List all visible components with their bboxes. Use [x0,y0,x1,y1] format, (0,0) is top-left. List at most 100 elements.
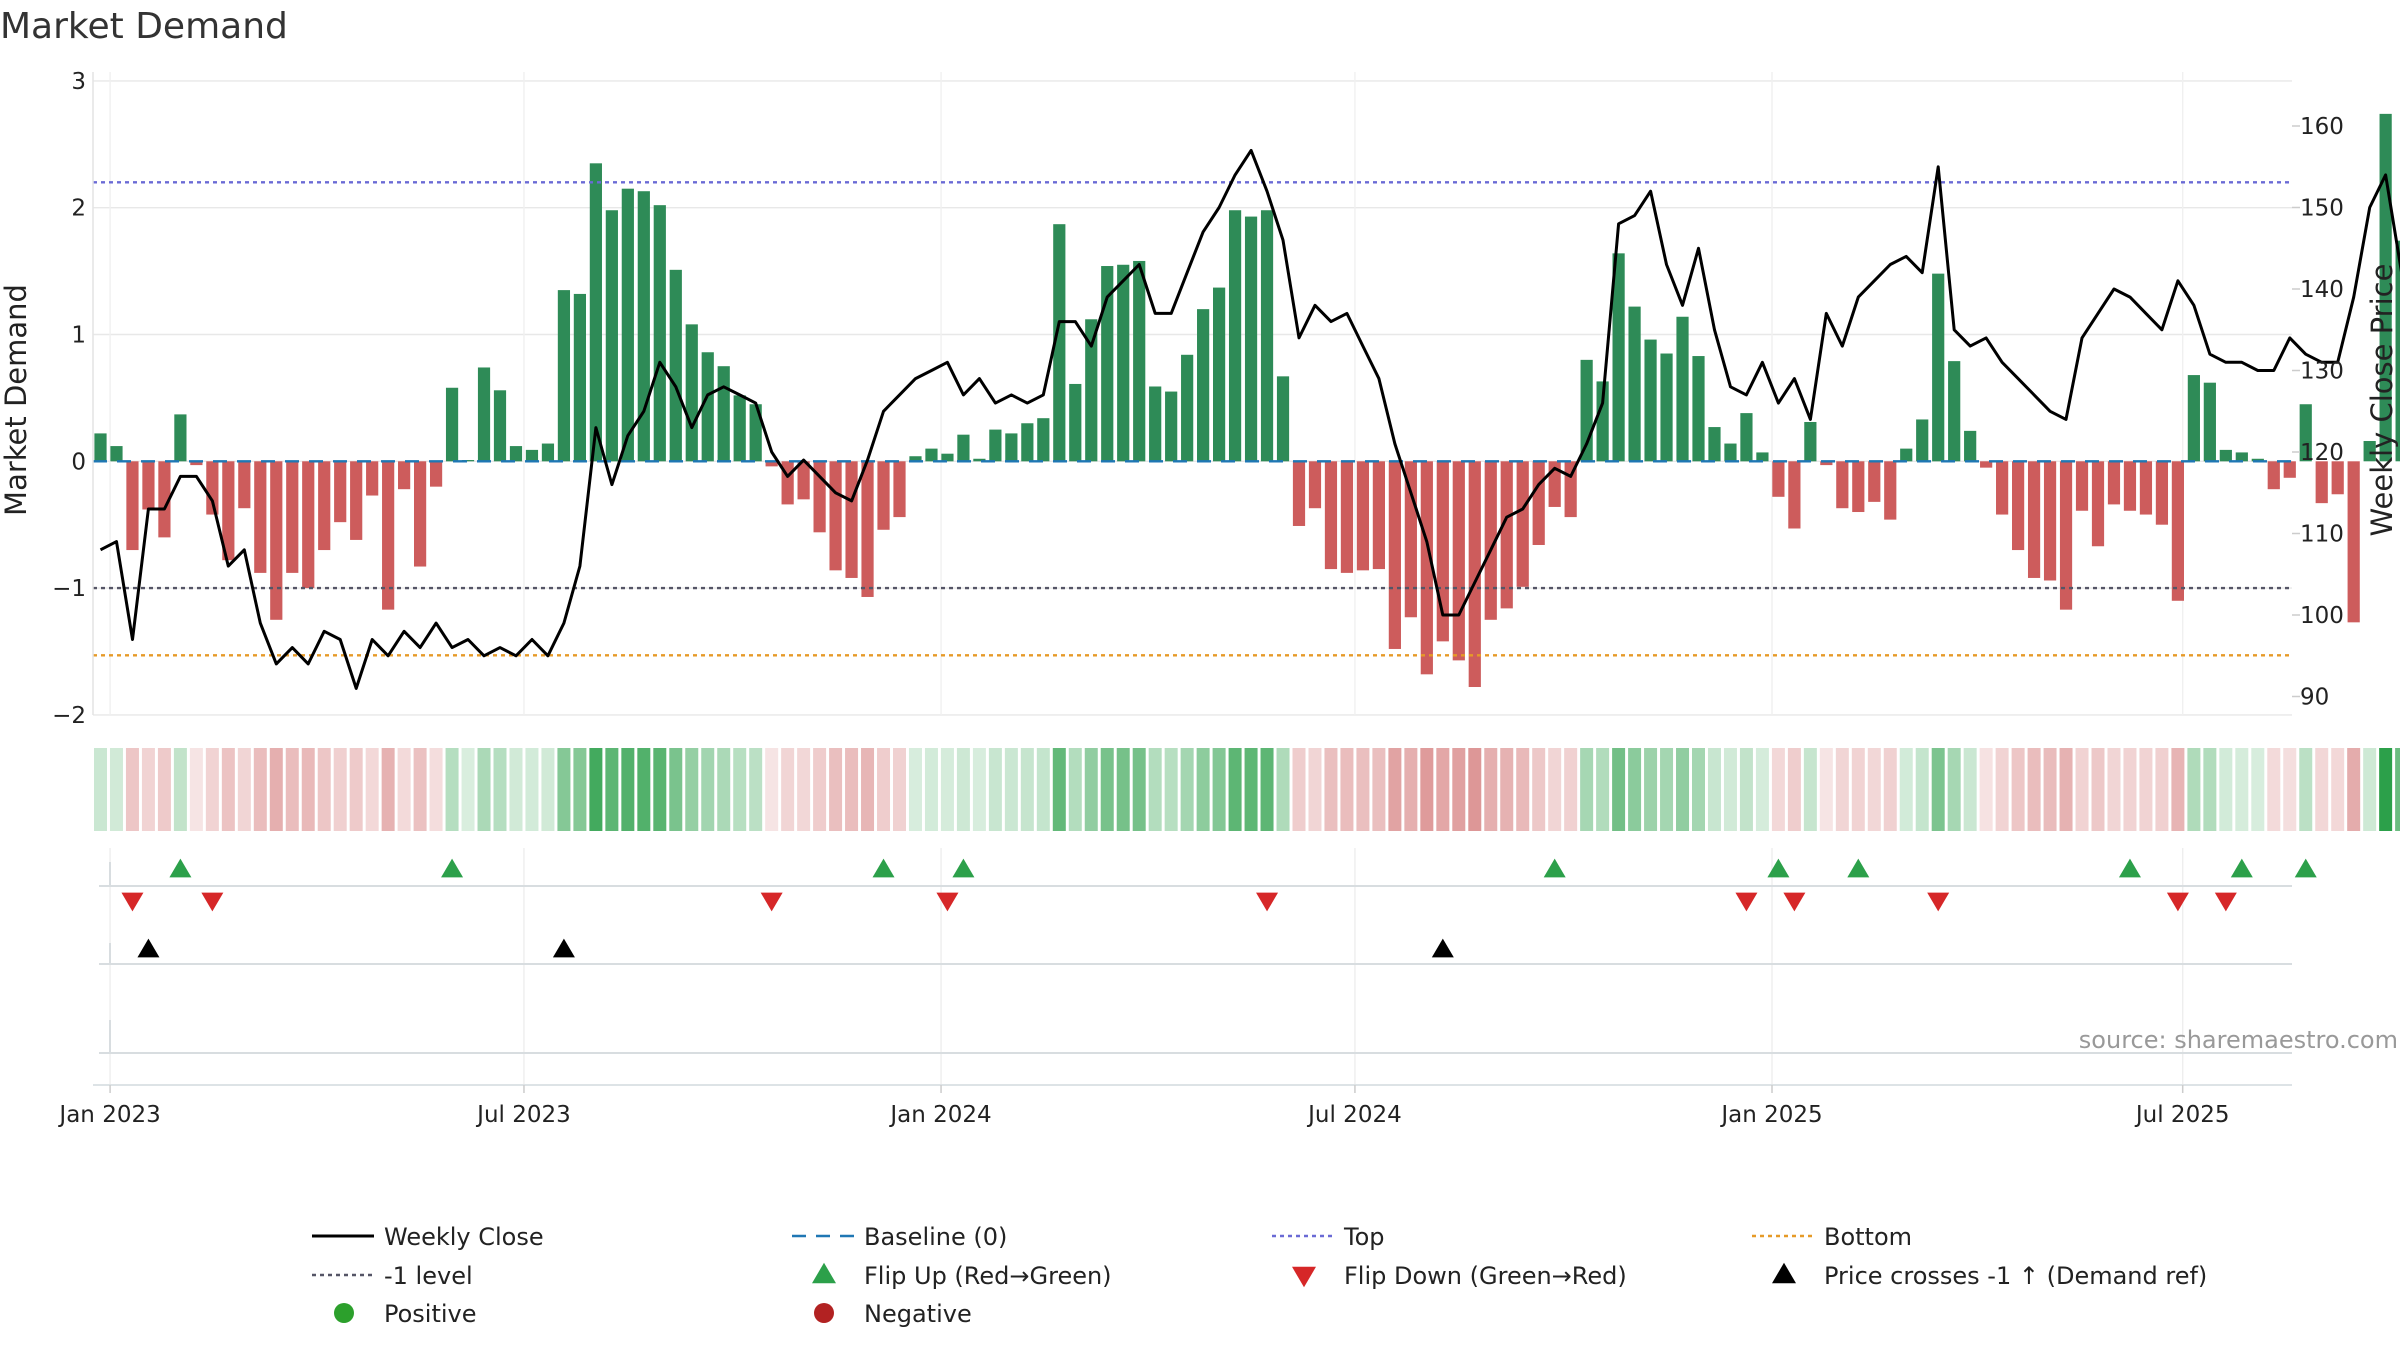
legend-label: Flip Up (Red→Green) [864,1262,1112,1290]
heat-cell [1036,748,1050,831]
heat-cell [1803,748,1817,831]
heat-cell [173,748,187,831]
heat-cell [2219,748,2233,831]
demand-bar-positive [2395,240,2400,462]
demand-bar-negative [222,461,235,561]
signal-markers [99,858,2317,1288]
heat-cell [1532,748,1546,831]
legend-swatch-triangle-up [812,1262,836,1284]
flip-down-marker [1735,892,1758,912]
heat-cell [1660,748,1674,831]
heat-cell [605,748,619,831]
heat-cell [333,748,347,831]
flip-down-marker [760,892,783,912]
y2-tick-label: 140 [2300,277,2344,303]
heat-cell [2283,748,2297,831]
heat-cell [877,748,891,831]
demand-bar-negative [845,461,858,578]
heat-cell [653,748,667,831]
heat-cell [2251,748,2265,831]
heat-cell [1516,748,1530,831]
demand-bar-positive [557,290,571,462]
y-tick-label: −1 [52,576,86,602]
demand-bar-negative [1324,461,1338,570]
y2-axis-title: Weekly Close Price [2365,264,2399,537]
demand-bar-positive [925,448,938,462]
heat-cell [1644,748,1658,831]
heat-cell [253,748,267,831]
flip-down-marker [1927,892,1950,912]
flip-up-marker [952,858,975,878]
demand-bar-negative [765,461,778,467]
heat-cell [1564,748,1578,831]
heat-cell [2299,748,2313,831]
demand-bar-positive [1165,391,1178,462]
demand-bar-positive [1053,224,1066,462]
heat-cell [1148,748,1162,831]
heat-cell [525,748,539,831]
demand-bar-negative [1484,461,1497,620]
heat-cell [1915,748,1929,831]
heat-cell [1612,748,1626,831]
heat-cell [2123,748,2137,831]
heat-cell [701,748,715,831]
demand-bar-negative [1836,461,1849,509]
demand-bar-positive [1149,386,1162,462]
heat-cell [1899,748,1913,831]
heat-cell [1244,748,1258,831]
heat-cell [1452,748,1466,831]
heat-cell [1164,748,1178,831]
heat-cell [1132,748,1146,831]
heat-cell [1692,748,1705,831]
demand-bar-negative [2283,461,2296,478]
demand-bar-positive [1708,427,1721,462]
flip-down-marker [936,892,959,912]
heat-cell [301,748,315,831]
demand-bar-negative [158,461,171,538]
heat-cell [1052,748,1066,831]
legend-swatch-circle [814,1303,834,1323]
demand-bar-negative [126,461,139,551]
weekly-close-line [99,148,2400,690]
demand-bar-negative [1788,461,1801,529]
x-tick-label: Jul 2024 [1306,1102,1402,1128]
demand-bar-positive [1724,443,1737,462]
flip-up-marker [2118,858,2141,878]
weekly-close-series [99,148,2400,690]
demand-bar-positive [1660,353,1673,462]
heat-cell [685,748,699,831]
heat-cell [1068,748,1082,831]
heat-cell [797,748,811,831]
demand-heat-strip [94,748,2400,831]
demand-bar-positive [1101,266,1114,462]
demand-bar-positive [973,458,986,462]
demand-bar-negative [2075,461,2089,511]
heat-cell [493,748,507,831]
heat-cell [2331,748,2345,831]
heat-cell [813,748,827,831]
heat-cell [669,748,683,831]
heat-cell [1867,748,1881,831]
heat-cell [2267,748,2281,831]
heat-cell [861,748,875,831]
heat-cell [1500,748,1514,831]
demand-bar-negative [142,461,155,510]
flip-down-marker [2214,892,2237,912]
heat-cell [1851,748,1865,831]
heat-cell [2235,748,2249,831]
heat-cell [2171,748,2185,831]
demand-bar-negative [382,461,395,610]
heat-cell [1755,748,1769,831]
demand-bar-negative [2059,461,2073,610]
demand-bar-positive [1085,319,1098,462]
heat-cell [1596,748,1610,831]
heat-cell [269,748,283,831]
demand-bar-negative [877,461,890,530]
demand-bar-negative [302,461,315,589]
heat-cell [1004,748,1018,831]
demand-bar-negative [1868,461,1881,502]
y2-tick-label: 130 [2300,359,2344,385]
legend: Weekly Close Baseline (0) Top Bottom -1 leve… [312,1223,2207,1328]
y-tick-label: 2 [71,196,86,222]
